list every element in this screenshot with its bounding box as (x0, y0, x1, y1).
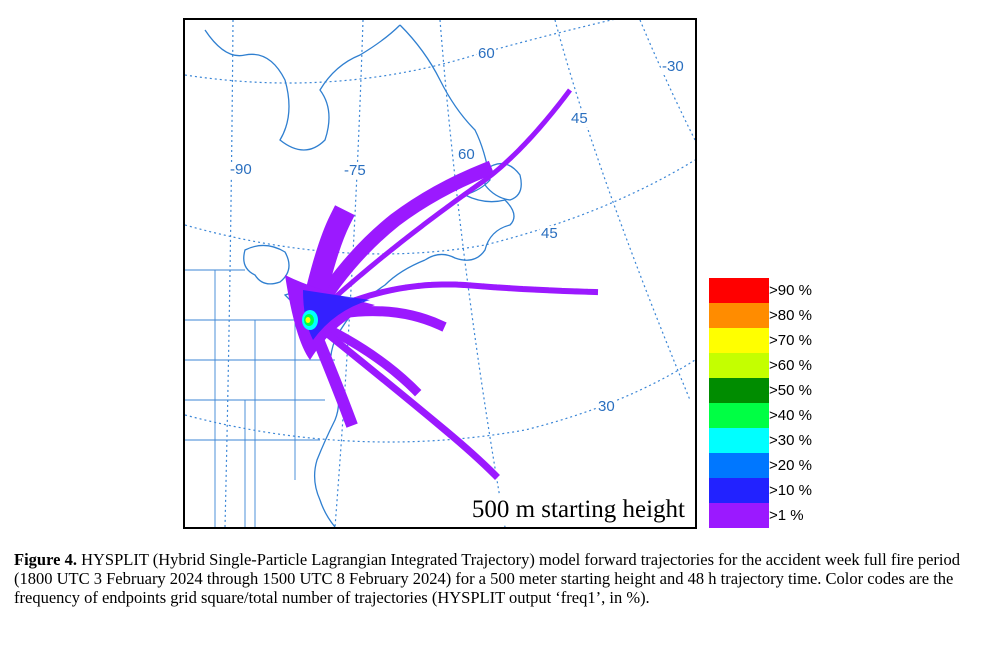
legend-swatch (709, 378, 769, 403)
legend-label: >1 % (769, 507, 804, 524)
meridian-45 (554, 20, 691, 401)
legend-label: >70 % (769, 332, 812, 349)
hudson-bay-coast (204, 24, 401, 151)
legend-label: >80 % (769, 307, 812, 324)
plume-north (300, 160, 495, 330)
legend-label: >30 % (769, 432, 812, 449)
lat-45-east-label: 45 (540, 225, 559, 242)
lat-60-label: 60 (477, 45, 496, 62)
lat-30-label: 30 (597, 398, 616, 415)
lon-90-label: -90 (229, 161, 253, 178)
parallel-45 (185, 159, 695, 255)
legend-swatch (709, 278, 769, 303)
plume-northeast (306, 86, 574, 324)
trajectory-plumes (285, 86, 599, 480)
legend-swatch (709, 428, 769, 453)
state-borders (185, 269, 335, 527)
great-lakes (243, 244, 290, 285)
plume-core-blue (303, 290, 370, 340)
legend-label: >90 % (769, 282, 812, 299)
trajectory-map: 60 45 60 45 30 -90 -75 -30 500 m startin… (183, 18, 697, 529)
legend-label: >20 % (769, 457, 812, 474)
parallel-30 (185, 359, 695, 443)
legend-swatch (709, 478, 769, 503)
meridian-30 (639, 20, 695, 141)
caption-text: HYSPLIT (Hybrid Single-Particle Lagrangi… (14, 550, 961, 607)
legend-label: >40 % (769, 407, 812, 424)
legend-label: >10 % (769, 482, 812, 499)
legend-swatch (709, 328, 769, 353)
legend-label: >60 % (769, 357, 812, 374)
plume-southeast-2 (305, 315, 500, 480)
map-canvas (185, 20, 695, 527)
legend-swatch (709, 353, 769, 378)
source-yellow (305, 317, 311, 323)
legend-swatch (709, 403, 769, 428)
meridian-90 (224, 20, 234, 527)
lat-60-inner-label: 60 (457, 146, 476, 163)
figure-caption: Figure 4. HYSPLIT (Hybrid Single-Particl… (14, 550, 989, 607)
parallel-60 (185, 20, 614, 84)
legend-swatch (709, 303, 769, 328)
gulf-st-lawrence-coast (424, 194, 515, 261)
starting-height-label: 500 m starting height (467, 495, 689, 525)
legend-label: >50 % (769, 382, 812, 399)
legend-swatch (709, 503, 769, 528)
graticule (185, 20, 695, 527)
lon-75-label: -75 (343, 162, 367, 179)
lat-45-label: 45 (570, 110, 589, 127)
figure-number: Figure 4. (14, 550, 77, 569)
lon-30-label: -30 (661, 58, 685, 75)
legend-swatch (709, 453, 769, 478)
